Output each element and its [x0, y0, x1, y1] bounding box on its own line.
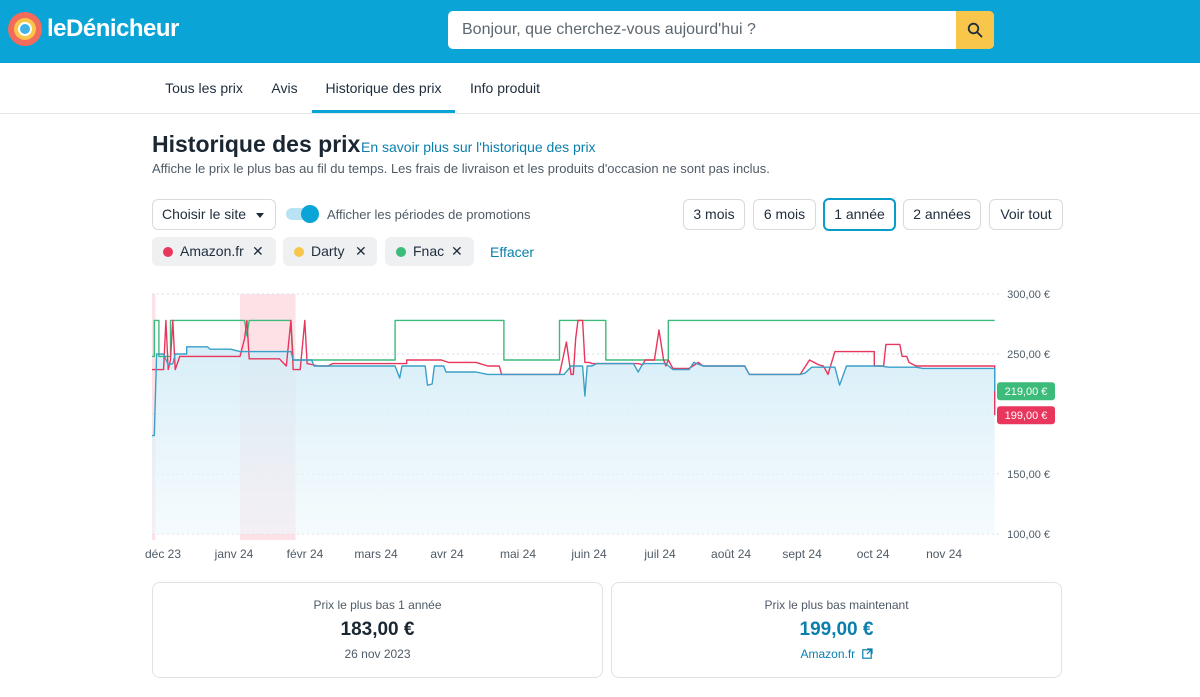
range-voir-tout-button[interactable]: Voir tout	[989, 199, 1063, 230]
x-tick-label: mai 24	[500, 547, 536, 561]
product-tabs: Tous les prix Avis Historique des prix I…	[0, 63, 1200, 114]
remove-darty-icon[interactable]: ✕	[355, 243, 367, 259]
tab-info-produit[interactable]: Info produit	[469, 80, 541, 96]
search-bar	[448, 11, 994, 49]
site-select-label: Choisir le site	[162, 206, 247, 222]
series-line-amazonfr[interactable]	[152, 319, 996, 416]
range-2-annees-button[interactable]: 2 années	[903, 199, 981, 230]
tab-avis[interactable]: Avis	[271, 80, 298, 96]
range-6-mois-button[interactable]: 6 mois	[753, 199, 816, 230]
x-tick-label: août 24	[711, 547, 751, 561]
tab-historique-des-prix[interactable]: Historique des prix	[312, 63, 455, 113]
promo-toggle[interactable]	[286, 205, 320, 223]
card-label: Prix le plus bas 1 année	[313, 598, 442, 612]
range-1-annee-button[interactable]: 1 année	[823, 198, 896, 231]
x-tick-label: avr 24	[430, 547, 464, 561]
external-link-icon	[861, 648, 873, 659]
darty-dot-icon	[294, 247, 304, 257]
remove-fnac-icon[interactable]: ✕	[451, 243, 463, 259]
range-3-mois-button[interactable]: 3 mois	[683, 199, 745, 230]
page-title: Historique des prix	[152, 131, 361, 157]
page-subtitle: Affiche le prix le plus bas au fil du te…	[152, 161, 770, 176]
clear-filters-link[interactable]: Effacer	[490, 244, 535, 260]
filter-chip-label: Fnac	[413, 243, 445, 259]
toggle-knob	[301, 205, 319, 223]
search-button[interactable]	[956, 11, 994, 49]
x-tick-label: févr 24	[287, 547, 324, 561]
x-tick-label: janv 24	[214, 547, 254, 561]
amazon-dot-icon	[163, 247, 173, 257]
x-tick-label: oct 24	[857, 547, 890, 561]
x-tick-label: déc 23	[145, 547, 181, 561]
filter-chip-label: Amazon.fr	[180, 243, 244, 259]
logo-mark-icon	[8, 12, 42, 46]
current-price-badge	[997, 406, 1055, 425]
x-tick-label: nov 24	[926, 547, 962, 561]
filter-chip-amazon: Amazon.fr ✕	[152, 237, 276, 266]
x-tick-label: mars 24	[354, 547, 398, 561]
store-link[interactable]: Amazon.fr	[800, 647, 856, 661]
x-tick-label: juil 24	[643, 547, 676, 561]
filter-chip-fnac: Fnac ✕	[385, 237, 474, 266]
price-history-chart[interactable]: 300,00 € 250,00 € 150,00 € 100,00 € déc 23 ja…	[140, 280, 1070, 570]
fnac-dot-icon	[396, 247, 406, 257]
site-select[interactable]: Choisir le site	[152, 199, 276, 230]
darty-area	[152, 346, 995, 534]
y-tick-label: 250,00 €	[1007, 349, 1050, 361]
y-tick-label: 150,00 €	[1007, 469, 1050, 481]
filter-chip-label: Darty	[311, 243, 345, 259]
lowest-price-year-value: 183,00 €	[340, 619, 415, 640]
tab-tous-les-prix[interactable]: Tous les prix	[165, 80, 243, 96]
promo-period-0	[152, 294, 156, 540]
current-price-badge-label: 199,00 €	[1005, 410, 1048, 422]
learn-more-link[interactable]: En savoir plus sur l'historique des prix	[361, 139, 596, 155]
x-tick-label: juin 24	[570, 547, 607, 561]
series-line-darty[interactable]	[152, 346, 996, 437]
card-label: Prix le plus bas maintenant	[764, 598, 909, 612]
search-input[interactable]	[448, 11, 956, 49]
lowest-price-now-value: 199,00 €	[799, 619, 874, 640]
lowest-price-year-date: 26 nov 2023	[344, 647, 411, 661]
x-tick-label: sept 24	[782, 547, 822, 561]
logo-text: leDénicheur	[47, 15, 179, 42]
filter-chip-darty: Darty ✕	[283, 237, 377, 266]
logo[interactable]: leDénicheur	[8, 12, 179, 46]
caret-down-icon	[256, 213, 264, 218]
lowest-price-year-card: Prix le plus bas 1 année 183,00 € 26 nov…	[152, 582, 603, 678]
lowest-price-now-card: Prix le plus bas maintenant 199,00 € Ama…	[611, 582, 1062, 678]
search-icon	[967, 22, 983, 38]
current-price-badge-label: 219,00 €	[1005, 386, 1048, 398]
y-tick-label: 300,00 €	[1007, 289, 1050, 301]
lowest-price-now-store[interactable]: Amazon.fr	[612, 647, 1061, 661]
y-tick-label: 100,00 €	[1007, 529, 1050, 541]
current-price-badge	[997, 382, 1055, 401]
site-header: leDénicheur	[0, 0, 1200, 63]
promo-toggle-label: Afficher les périodes de promotions	[327, 207, 531, 222]
remove-amazon-icon[interactable]: ✕	[252, 243, 264, 259]
